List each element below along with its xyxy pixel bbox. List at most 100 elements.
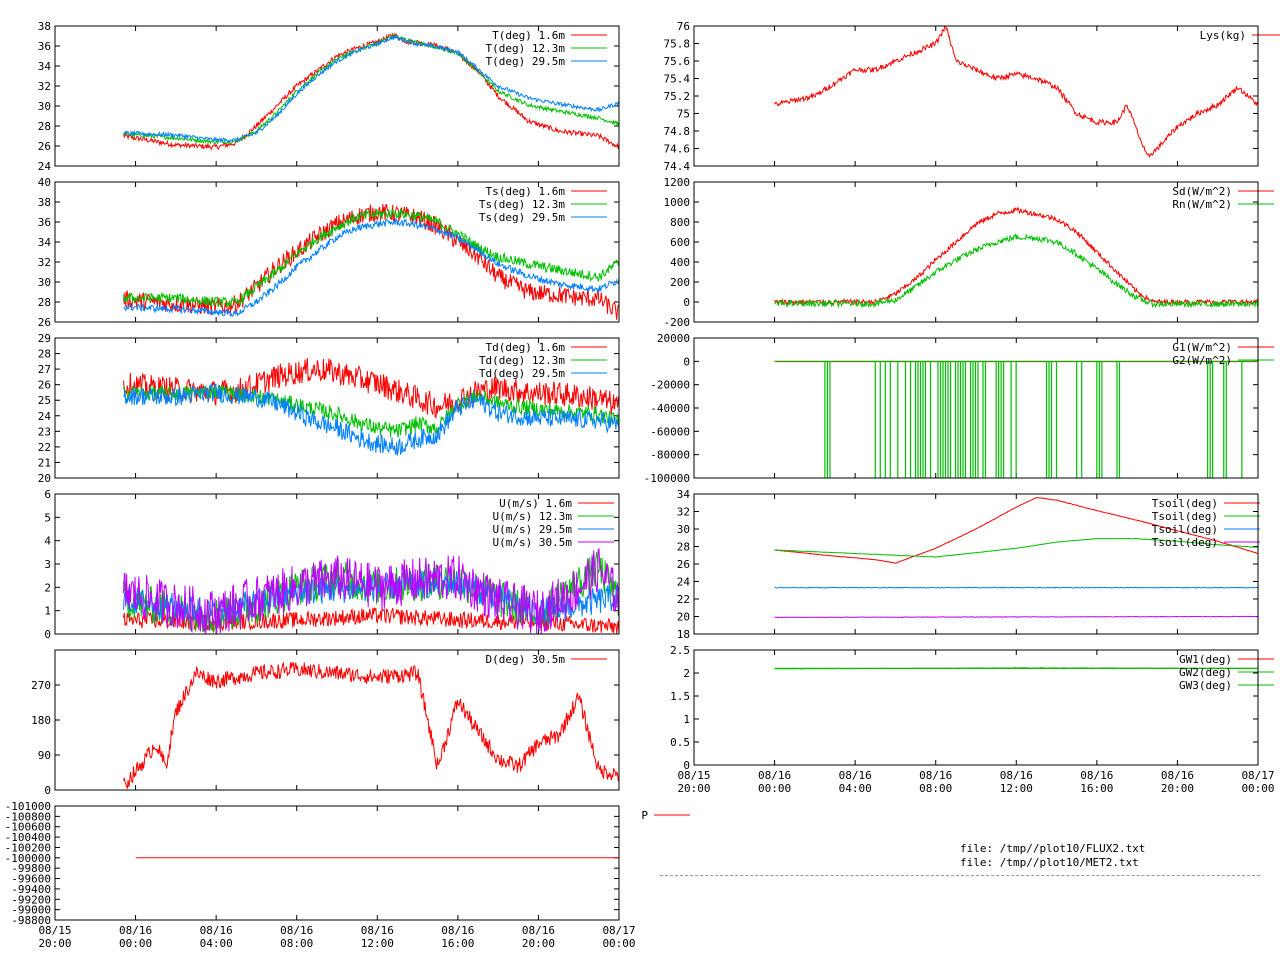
y-tick-label: 34 xyxy=(677,488,691,501)
x-tick-label: 08/16 xyxy=(280,924,313,937)
legend-label: Ts(deg) 1.6m xyxy=(486,185,566,198)
y-tick-label: -80000 xyxy=(650,449,690,462)
y-tick-label: 24 xyxy=(677,576,691,589)
soil-temp-panel: 182022242628303234Tsoil(deg)Tsoil(deg)Ts… xyxy=(677,488,1260,641)
y-tick-label: 20000 xyxy=(657,332,690,345)
legend-label: Ts(deg) 29.5m xyxy=(479,211,565,224)
radiation-panel: -200 0 200 400 600 800 1000 1200 Sd(W/m^2)Rn(W/m… xyxy=(664,176,1274,329)
y-tick-label: -99000 xyxy=(11,904,51,917)
y-tick-label: 22 xyxy=(677,593,690,606)
legend-label: Tsoil(deg) xyxy=(1152,523,1218,536)
y-tick-label: -100800 xyxy=(5,810,51,823)
y-tick-label: 26 xyxy=(38,140,51,153)
dew-temp-series-line xyxy=(123,382,619,456)
y-tick-label: 26 xyxy=(677,558,690,571)
y-tick-label: 0 xyxy=(683,296,690,309)
pressure-panel: -101000-100800-100600-100400-100200-1000… xyxy=(5,800,690,950)
radiation-series-line xyxy=(774,233,1258,309)
wind-speed-panel: 0 1 2 3 4 5 6 U(m/s) 1.6mU(m/s) 12.3mU(m/s) 29.… xyxy=(44,488,620,641)
x-tick-label: 08/17 xyxy=(602,924,635,937)
y-tick-label: 36 xyxy=(38,40,51,53)
x-tick-label: 08/16 xyxy=(200,924,233,937)
legend-label: GW3(deg) xyxy=(1179,679,1232,692)
surface-temp-series-line xyxy=(123,208,619,308)
x-tick-label: 08/16 xyxy=(758,769,791,782)
y-tick-label: 29 xyxy=(38,332,51,345)
wind-direction-panel: 0 90 180 270 D(deg) 30.5m xyxy=(31,649,620,797)
ground-water-panel: 00.511.522.508/1520:0008/1600:0008/1604:… xyxy=(670,644,1274,795)
legend-label: P xyxy=(641,809,648,822)
air-temp-series-group xyxy=(123,32,619,151)
wind-direction-series-group xyxy=(123,661,619,790)
x-tick-label: 08/15 xyxy=(677,769,710,782)
legend-label: U(m/s) 12.3m xyxy=(493,510,573,523)
footer-divider xyxy=(660,875,1260,876)
ground-water-series-group xyxy=(774,667,1258,670)
y-tick-label: 2 xyxy=(683,667,690,680)
y-tick-label: 36 xyxy=(38,216,51,229)
y-tick-label: -101000 xyxy=(5,800,51,813)
y-tick-label: 75.2 xyxy=(664,90,691,103)
lysimeter-series-line xyxy=(774,26,1258,158)
y-tick-label: -40000 xyxy=(650,402,690,415)
legend-label: U(m/s) 1.6m xyxy=(499,497,572,510)
y-tick-label: 1.5 xyxy=(670,690,690,703)
y-tick-label: 75.6 xyxy=(664,55,691,68)
legend-label: GW1(deg) xyxy=(1179,653,1232,666)
y-tick-label: 74.6 xyxy=(664,143,691,156)
y-tick-label: 26 xyxy=(38,379,51,392)
surface-temp-frame xyxy=(54,181,620,323)
y-tick-label: 23 xyxy=(38,425,51,438)
soil-temp-series-line xyxy=(774,615,1258,619)
soil-heat-series-group xyxy=(774,360,1258,478)
x-tick-label: 04:00 xyxy=(839,782,872,795)
wind-speed-frame xyxy=(54,493,620,635)
air-temp-panel: 24 26 28 30 32 34 36 38 T(deg) 1.6mT(deg) 12.3mT… xyxy=(38,20,620,173)
y-tick-label: 0 xyxy=(44,784,51,797)
y-tick-label: 32 xyxy=(677,506,690,519)
y-tick-label: 2.5 xyxy=(670,644,690,657)
x-tick-label: 00:00 xyxy=(1241,782,1274,795)
x-tick-label: 08/16 xyxy=(1000,769,1033,782)
y-tick-label: -60000 xyxy=(650,425,690,438)
y-tick-label: 32 xyxy=(38,80,51,93)
y-tick-label: -99600 xyxy=(11,873,51,886)
y-tick-label: 26 xyxy=(38,316,51,329)
y-tick-label: 0.5 xyxy=(670,736,690,749)
y-tick-label: 400 xyxy=(670,256,690,269)
y-tick-label: 18 xyxy=(677,628,690,641)
y-tick-label: -99400 xyxy=(11,883,51,896)
surface-temp-series-group xyxy=(123,203,619,320)
x-tick-label: 20:00 xyxy=(677,782,710,795)
legend-label: D(deg) 30.5m xyxy=(486,653,566,666)
y-tick-label: -100600 xyxy=(5,821,51,834)
y-tick-label: -20000 xyxy=(650,379,690,392)
y-tick-label: 34 xyxy=(38,236,52,249)
y-tick-label: -100000 xyxy=(644,472,690,485)
air-temp-series-line xyxy=(123,32,619,151)
y-tick-label: -100000 xyxy=(5,852,51,865)
soil-temp-series-line xyxy=(774,497,1258,564)
y-tick-label: 6 xyxy=(44,488,51,501)
soil-temp-frame xyxy=(693,493,1259,635)
y-tick-label: 30 xyxy=(38,276,51,289)
y-tick-label: 34 xyxy=(38,60,52,73)
x-tick-label: 20:00 xyxy=(38,937,71,950)
legend-label: Tsoil(deg) xyxy=(1152,510,1218,523)
legend-label: U(m/s) 29.5m xyxy=(493,523,573,536)
y-tick-label: 20 xyxy=(677,611,690,624)
legend-label: T(deg) 12.3m xyxy=(486,42,566,55)
legend-label: U(m/s) 30.5m xyxy=(493,536,573,549)
radiation-series-line xyxy=(774,206,1258,307)
legend-label: Td(deg) 29.5m xyxy=(479,367,565,380)
x-tick-label: 16:00 xyxy=(1080,782,1113,795)
legend-label: Td(deg) 12.3m xyxy=(479,354,565,367)
pressure-frame xyxy=(54,805,620,921)
y-tick-label: 75.8 xyxy=(664,38,691,51)
legend-label: G2(W/m^2) xyxy=(1172,354,1232,367)
x-tick-label: 00:00 xyxy=(758,782,791,795)
y-tick-label: 32 xyxy=(38,256,51,269)
footer-file-flux: file: /tmp//plot10/FLUX2.txt xyxy=(960,842,1146,855)
y-tick-label: 38 xyxy=(38,20,51,33)
